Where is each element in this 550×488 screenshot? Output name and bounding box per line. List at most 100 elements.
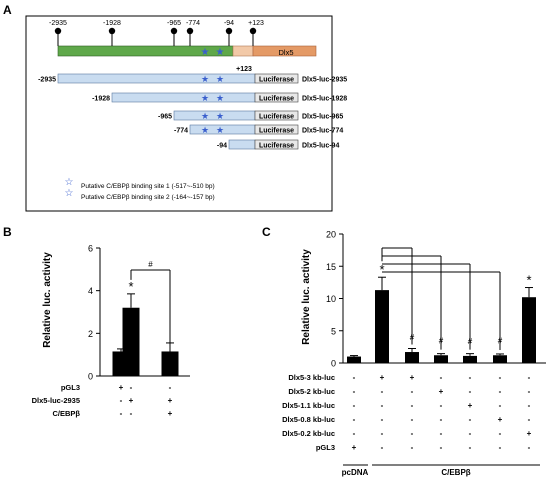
condition-sign: - xyxy=(381,401,384,410)
marker-head xyxy=(186,27,194,35)
condition-sign: - xyxy=(528,415,531,424)
construct-start-label: -2935 xyxy=(38,77,56,84)
legend-item-2: Putative C/EBPβ binding site 2 (-164~-15… xyxy=(81,194,215,201)
condition-sign: + xyxy=(352,443,357,452)
marker-head xyxy=(225,27,233,35)
bar xyxy=(463,355,477,363)
bar xyxy=(161,351,179,376)
condition-sign: + xyxy=(527,429,532,438)
bar xyxy=(122,307,140,376)
y-tick-label: 4 xyxy=(88,286,93,296)
condition-sign: + xyxy=(119,383,124,392)
marker-label: -1928 xyxy=(103,20,121,27)
construct-start-label: -94 xyxy=(217,143,227,150)
bar xyxy=(493,355,507,363)
panel-a-label: A xyxy=(3,3,12,17)
panel-c-ylabel: Relative luc. activity xyxy=(301,249,312,345)
luciferase-label: Luciferase xyxy=(259,114,294,121)
condition-sign: - xyxy=(381,429,384,438)
condition-sign: - xyxy=(469,373,472,382)
luciferase-box xyxy=(254,139,299,150)
condition-sign: + xyxy=(168,409,173,418)
significance-star: * xyxy=(379,262,384,277)
legend-star-2-icon: ☆ xyxy=(65,188,74,199)
luciferase-label: Luciferase xyxy=(259,128,294,135)
condition-label: Dlx5-luc-2935 xyxy=(32,396,80,405)
panel-a-frame xyxy=(25,15,333,212)
y-tick-label: 0 xyxy=(331,359,336,369)
condition-sign: - xyxy=(440,429,443,438)
construct-bar xyxy=(57,73,256,84)
condition-sign: - xyxy=(411,387,414,396)
panel-b-ylabel: Relative luc. activity xyxy=(42,252,53,348)
construct-bar xyxy=(228,139,256,150)
panel-b-chart: 0 2 4 6 * # xyxy=(88,244,190,382)
condition-sign: - xyxy=(499,429,502,438)
condition-sign: - xyxy=(353,429,356,438)
binding-site-2-star-icon: ★ xyxy=(216,47,225,58)
binding-site-1-star-icon: ★ xyxy=(201,47,210,58)
bar xyxy=(405,352,419,363)
construct-bar xyxy=(173,110,256,121)
condition-sign: - xyxy=(469,429,472,438)
marker-head xyxy=(249,27,257,35)
group-label-pcdna: pcDNA xyxy=(342,468,369,477)
condition-sign: - xyxy=(469,415,472,424)
panel-b-label: B xyxy=(3,225,12,239)
y-tick-label: 2 xyxy=(88,329,93,339)
marker-label: -965 xyxy=(167,20,181,27)
legend-item-1: Putative C/EBPβ binding site 1 (-517~-51… xyxy=(81,183,215,190)
construct-list: Luciferase -2935 Dlx5-luc-2935 ★ ★ Luciferase… xyxy=(38,73,347,150)
significance-star: * xyxy=(128,279,133,294)
condition-sign: - xyxy=(411,429,414,438)
condition-sign: - xyxy=(120,396,123,405)
construct-start-label: -774 xyxy=(174,128,188,135)
bar xyxy=(434,355,448,363)
legend-star-1-icon: ☆ xyxy=(65,177,74,188)
marker-label: +123 xyxy=(248,20,264,27)
condition-sign: + xyxy=(129,396,134,405)
condition-sign: - xyxy=(353,373,356,382)
tss-label: +123 xyxy=(236,66,252,73)
bracket-significance-hash: # xyxy=(148,260,153,269)
construct-name: Dlx5-luc-1928 xyxy=(302,96,347,103)
condition-sign: - xyxy=(120,409,123,418)
panel-c-condition-table: Dlx5-3 kb-luc - + + - - - - Dlx5-2 kb-luc - - - + - - -… xyxy=(282,373,540,477)
condition-sign: - xyxy=(440,415,443,424)
significance-star: * xyxy=(526,273,531,288)
promoter-markers: -2935 -1928 -965 -774 -94 +123 xyxy=(49,20,264,46)
condition-sign: - xyxy=(381,387,384,396)
y-tick-label: 0 xyxy=(88,372,93,382)
group-label-cebpb: C/EBPβ xyxy=(441,468,470,477)
construct-name: Dlx5-luc-94 xyxy=(302,143,339,150)
gene-label: Dlx5 xyxy=(278,48,293,57)
marker-head xyxy=(54,27,62,35)
marker-label: -94 xyxy=(224,20,234,27)
y-tick-label: 20 xyxy=(326,230,336,240)
condition-sign: - xyxy=(440,401,443,410)
condition-label: Dlx5-0.2 kb-luc xyxy=(282,429,335,438)
y-tick-label: 15 xyxy=(326,262,336,272)
condition-sign: - xyxy=(499,443,502,452)
gene-segment xyxy=(252,45,317,57)
condition-label: C/EBPβ xyxy=(53,409,81,418)
condition-sign: - xyxy=(411,401,414,410)
marker-label: -774 xyxy=(186,20,200,27)
luciferase-box xyxy=(254,92,299,103)
condition-sign: - xyxy=(499,373,502,382)
condition-sign: - xyxy=(130,409,133,418)
condition-sign: - xyxy=(411,415,414,424)
condition-sign: + xyxy=(168,396,173,405)
site-star-icon: ★ xyxy=(201,111,209,121)
condition-label: pGL3 xyxy=(316,443,335,452)
marker-label: -2935 xyxy=(49,20,67,27)
site-star-icon: ★ xyxy=(216,125,224,135)
condition-sign: + xyxy=(410,373,415,382)
condition-sign: - xyxy=(353,387,356,396)
site-star-icon: ★ xyxy=(201,125,209,135)
bar xyxy=(375,290,389,363)
luciferase-label: Luciferase xyxy=(259,96,294,103)
condition-sign: - xyxy=(353,415,356,424)
condition-sign: + xyxy=(439,387,444,396)
